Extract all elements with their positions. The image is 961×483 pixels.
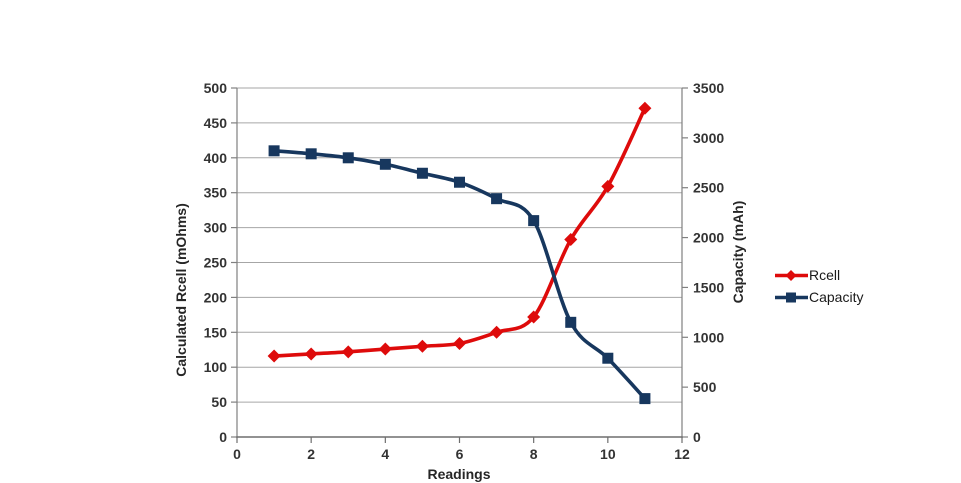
marker-square-capacity bbox=[379, 158, 391, 170]
marker-square-capacity bbox=[454, 176, 465, 188]
right-axis-tick-label: 1000 bbox=[693, 329, 724, 345]
marker-diamond-rcell bbox=[341, 345, 355, 359]
marker-diamond-rcell bbox=[527, 310, 541, 324]
right-axis-tick-label: 1500 bbox=[693, 279, 724, 295]
series-line-rcell bbox=[272, 106, 647, 358]
marker-diamond-rcell bbox=[304, 347, 318, 361]
legend-label-capacity: Capacity bbox=[809, 289, 864, 305]
left-axis-tick-label: 150 bbox=[204, 324, 228, 340]
x-axis-tick-label: 4 bbox=[381, 446, 389, 462]
left-axis-tick-label: 250 bbox=[204, 255, 228, 271]
marker-square-capacity bbox=[528, 215, 540, 227]
left-axis-tick-label: 0 bbox=[219, 429, 227, 445]
left-axis-tick-label: 400 bbox=[204, 150, 228, 166]
x-axis-tick-label: 2 bbox=[307, 446, 315, 462]
right-axis-tick-label: 3500 bbox=[693, 80, 724, 96]
legend-marker bbox=[786, 292, 796, 303]
marker-diamond-rcell bbox=[415, 339, 429, 353]
left-axis-tick-label: 500 bbox=[204, 80, 228, 96]
marker-diamond-rcell bbox=[378, 342, 392, 356]
marker-square-capacity bbox=[342, 152, 354, 164]
left-axis-tick-label: 300 bbox=[204, 220, 228, 236]
right-axis-tick-label: 0 bbox=[693, 429, 701, 445]
marker-square-capacity bbox=[491, 193, 503, 205]
legend-marker bbox=[785, 270, 797, 281]
marker-square-capacity bbox=[416, 167, 428, 179]
right-y-axis-title: Capacity (mAh) bbox=[730, 200, 746, 304]
x-axis-tick-label: 12 bbox=[674, 446, 690, 462]
marker-diamond-rcell bbox=[453, 336, 466, 350]
right-axis-tick-label: 3000 bbox=[693, 130, 724, 146]
marker-square-capacity bbox=[268, 145, 280, 157]
x-axis-tick-label: 6 bbox=[456, 446, 464, 462]
marker-square-capacity bbox=[639, 393, 651, 405]
left-axis-tick-label: 100 bbox=[204, 359, 228, 375]
left-axis-tick-label: 350 bbox=[204, 185, 228, 201]
capacity-line-square-marker-icon bbox=[775, 292, 808, 303]
right-axis-tick-label: 2000 bbox=[693, 230, 724, 246]
marker-square-capacity bbox=[305, 148, 317, 160]
x-axis-title: Readings bbox=[427, 466, 491, 482]
x-axis-tick-label: 10 bbox=[600, 446, 616, 462]
left-y-axis-title: Calculated Rcell (mOhms) bbox=[173, 203, 189, 377]
x-axis-tick-label: 0 bbox=[233, 446, 241, 462]
marker-diamond-rcell bbox=[601, 179, 615, 193]
marker-diamond-rcell bbox=[490, 325, 504, 339]
right-axis-tick-label: 500 bbox=[693, 379, 717, 395]
marker-diamond-rcell bbox=[267, 349, 281, 363]
marker-diamond-rcell bbox=[564, 232, 578, 246]
marker-square-capacity bbox=[565, 316, 577, 328]
marker-square-capacity bbox=[602, 352, 614, 364]
left-axis-tick-label: 50 bbox=[211, 394, 227, 410]
series-line-capacity bbox=[272, 149, 647, 401]
chart-legend: Rcell Capacity bbox=[774, 268, 863, 305]
x-axis-tick-label: 8 bbox=[530, 446, 538, 462]
left-axis-tick-label: 450 bbox=[204, 115, 228, 131]
legend-item-rcell: Rcell bbox=[774, 268, 863, 283]
right-axis-tick-label: 2500 bbox=[693, 180, 724, 196]
left-axis-tick-label: 200 bbox=[204, 289, 228, 305]
marker-diamond-rcell bbox=[638, 101, 652, 115]
legend-label-rcell: Rcell bbox=[809, 267, 841, 283]
legend-item-capacity: Capacity bbox=[774, 290, 863, 305]
rcell-line-diamond-marker-icon bbox=[775, 270, 808, 281]
